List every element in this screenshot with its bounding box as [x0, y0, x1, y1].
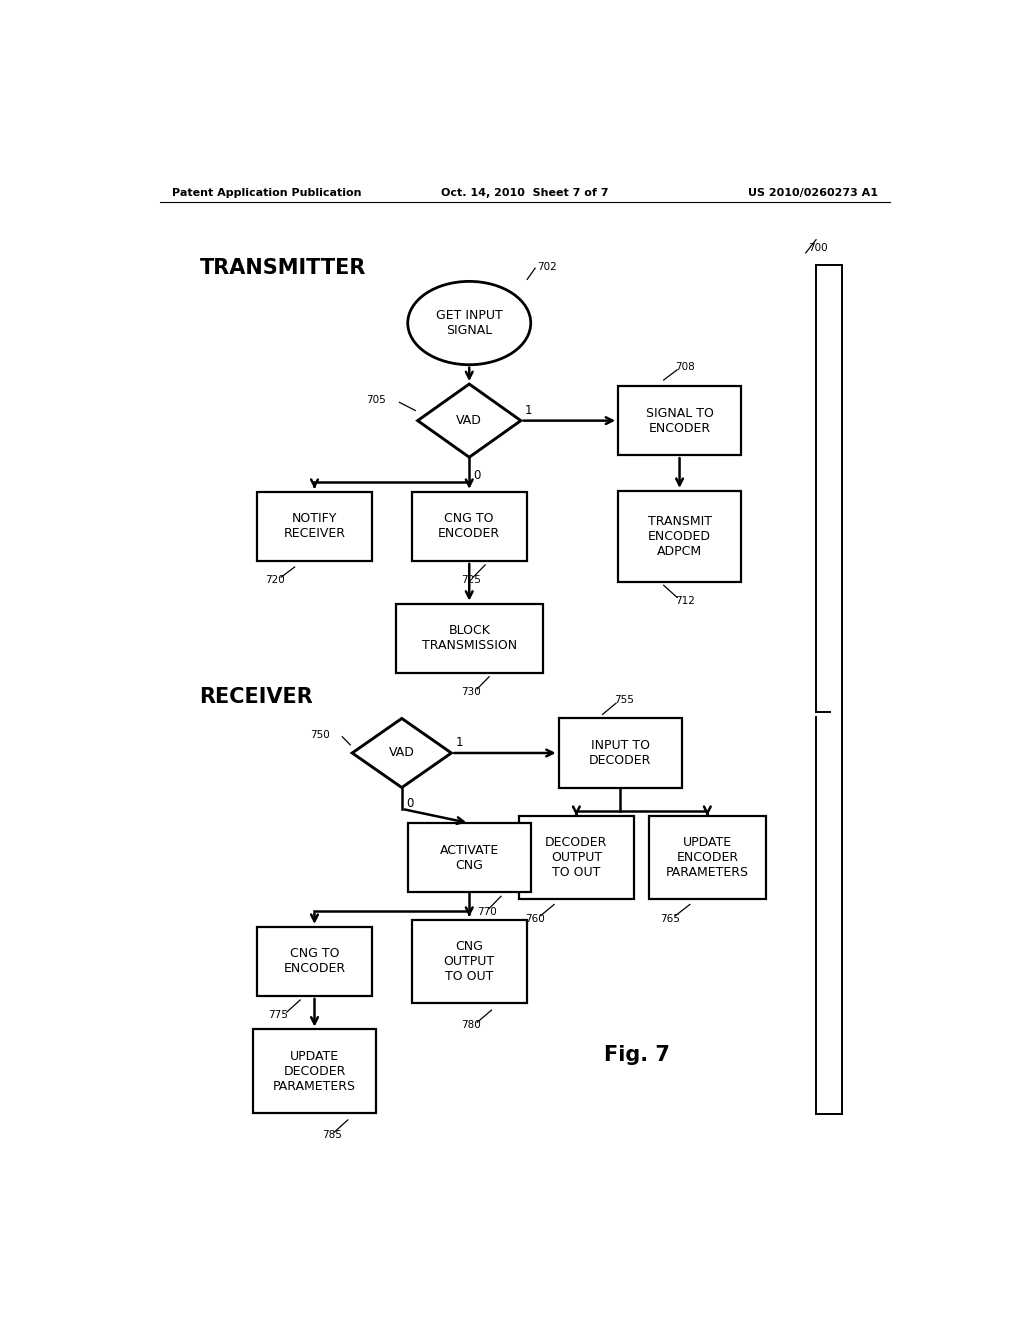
Text: CNG TO
ENCODER: CNG TO ENCODER: [438, 512, 501, 540]
Text: RECEIVER: RECEIVER: [200, 688, 313, 708]
FancyBboxPatch shape: [396, 603, 543, 673]
Text: 775: 775: [268, 1010, 289, 1020]
FancyBboxPatch shape: [257, 492, 372, 561]
Text: 760: 760: [524, 913, 545, 924]
Polygon shape: [352, 718, 452, 788]
Text: 708: 708: [676, 362, 695, 372]
FancyBboxPatch shape: [253, 1030, 376, 1113]
FancyBboxPatch shape: [618, 385, 741, 455]
FancyBboxPatch shape: [618, 491, 741, 582]
Text: 720: 720: [265, 576, 285, 585]
Text: CNG TO
ENCODER: CNG TO ENCODER: [284, 948, 345, 975]
Text: Oct. 14, 2010  Sheet 7 of 7: Oct. 14, 2010 Sheet 7 of 7: [441, 187, 608, 198]
FancyBboxPatch shape: [519, 816, 634, 899]
Polygon shape: [418, 384, 521, 457]
Text: 785: 785: [323, 1130, 342, 1140]
Text: UPDATE
DECODER
PARAMETERS: UPDATE DECODER PARAMETERS: [273, 1049, 356, 1093]
Text: Fig. 7: Fig. 7: [604, 1045, 670, 1065]
Text: CNG
OUTPUT
TO OUT: CNG OUTPUT TO OUT: [443, 940, 495, 983]
Text: VAD: VAD: [457, 414, 482, 428]
Text: NOTIFY
RECEIVER: NOTIFY RECEIVER: [284, 512, 345, 540]
Text: 1: 1: [524, 404, 532, 417]
Text: DECODER
OUTPUT
TO OUT: DECODER OUTPUT TO OUT: [545, 836, 607, 879]
Ellipse shape: [408, 281, 530, 364]
Text: 712: 712: [676, 595, 695, 606]
Text: GET INPUT
SIGNAL: GET INPUT SIGNAL: [436, 309, 503, 337]
Text: 725: 725: [461, 576, 481, 585]
Text: 730: 730: [461, 686, 481, 697]
Text: 700: 700: [808, 243, 827, 253]
FancyBboxPatch shape: [558, 718, 682, 788]
Text: TRANSMITTER: TRANSMITTER: [200, 259, 366, 279]
Text: ACTIVATE
CNG: ACTIVATE CNG: [439, 843, 499, 871]
Text: 1: 1: [456, 737, 463, 750]
Text: SIGNAL TO
ENCODER: SIGNAL TO ENCODER: [645, 407, 714, 434]
Text: 780: 780: [461, 1020, 481, 1031]
Text: US 2010/0260273 A1: US 2010/0260273 A1: [748, 187, 878, 198]
Text: UPDATE
ENCODER
PARAMETERS: UPDATE ENCODER PARAMETERS: [666, 836, 749, 879]
Text: VAD: VAD: [389, 747, 415, 759]
FancyBboxPatch shape: [412, 920, 526, 1003]
Text: BLOCK
TRANSMISSION: BLOCK TRANSMISSION: [422, 624, 517, 652]
FancyBboxPatch shape: [412, 492, 526, 561]
FancyBboxPatch shape: [257, 927, 372, 995]
Text: 755: 755: [613, 696, 634, 705]
FancyBboxPatch shape: [408, 824, 530, 892]
Text: 705: 705: [367, 395, 386, 405]
Text: 750: 750: [310, 730, 331, 739]
Text: 0: 0: [473, 469, 480, 482]
Text: 702: 702: [537, 263, 556, 272]
Text: TRANSMIT
ENCODED
ADPCM: TRANSMIT ENCODED ADPCM: [647, 515, 712, 558]
Text: 770: 770: [477, 907, 497, 916]
Text: 765: 765: [659, 913, 680, 924]
FancyBboxPatch shape: [648, 816, 766, 899]
Text: 0: 0: [406, 797, 413, 810]
Text: Patent Application Publication: Patent Application Publication: [172, 187, 361, 198]
Text: INPUT TO
DECODER: INPUT TO DECODER: [589, 739, 651, 767]
